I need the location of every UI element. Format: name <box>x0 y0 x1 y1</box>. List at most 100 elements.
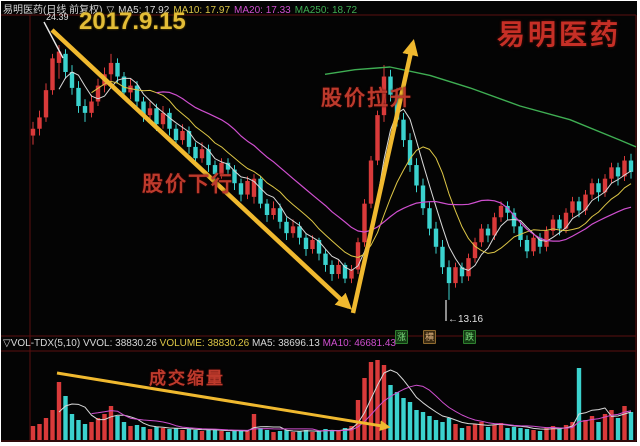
marker-badge-flat: 横 <box>423 330 436 344</box>
volume-bar <box>518 428 523 440</box>
volume-bar <box>583 420 588 440</box>
candle-body <box>160 112 166 125</box>
candle-body <box>225 162 231 170</box>
candle-body <box>368 160 374 204</box>
volume-bar <box>225 432 231 440</box>
volume-bar <box>180 430 185 440</box>
candle-body <box>251 178 257 197</box>
volume-bar <box>615 418 621 440</box>
candle-body <box>147 108 153 116</box>
vvol-value: VVOL: 38830.26 <box>82 338 157 349</box>
candle-body <box>108 62 114 75</box>
low-price-label: ←13.16 <box>448 314 484 325</box>
volume-bar <box>420 412 426 440</box>
volume-bar <box>271 432 276 440</box>
annotation-price-down: 股价下行 <box>142 173 234 196</box>
vol-ma5-value: MA5: 38696.13 <box>251 338 320 349</box>
candle-body <box>537 237 543 247</box>
volume-bar <box>199 431 205 440</box>
candle-body <box>329 264 335 275</box>
ma250-value: MA250: 18.72 <box>294 5 358 16</box>
candle-body <box>264 203 270 216</box>
candle-body <box>258 178 263 204</box>
candle-body <box>466 258 471 277</box>
volume-bar <box>37 424 42 440</box>
volume-bar <box>589 416 595 440</box>
candle-body <box>576 201 582 211</box>
candle-body <box>440 246 445 268</box>
volume-bar <box>440 422 445 440</box>
vol-ma10-value: MA10: 46681.43 <box>322 338 396 349</box>
candle-body <box>472 242 478 259</box>
volume-bar <box>368 362 374 440</box>
volume-bar <box>498 423 504 440</box>
candle-body <box>342 264 348 279</box>
candle-body <box>297 226 302 238</box>
candle-body <box>167 112 172 129</box>
volume-shrink-arrow <box>56 371 391 432</box>
volume-indicator-toggle[interactable]: ▽VOL-TDX(5,10) <box>3 338 81 349</box>
candle-body <box>609 167 614 179</box>
ma10-line <box>91 80 632 258</box>
volume-bar <box>375 360 380 440</box>
candle-body <box>43 90 49 118</box>
volume-bar <box>349 426 354 440</box>
volume-bar <box>609 410 614 440</box>
candle-body <box>407 140 413 166</box>
candle-body <box>154 108 159 125</box>
candle-body <box>30 128 36 136</box>
candle-body <box>212 165 218 175</box>
volume-bar <box>342 428 348 440</box>
volume-bar <box>63 396 68 440</box>
candle-body <box>219 162 224 175</box>
price-down-arrow <box>50 28 352 310</box>
candle-body <box>355 242 361 270</box>
candle-body <box>180 131 185 141</box>
volume-bar <box>141 427 146 440</box>
candle-body <box>596 183 601 193</box>
candle-body <box>375 115 380 161</box>
volume-bar <box>160 428 166 440</box>
volume-bar <box>95 418 101 440</box>
volume-bar <box>570 422 575 440</box>
candle-body <box>414 165 419 186</box>
volume-bar <box>479 422 484 440</box>
volume-bar <box>596 422 601 440</box>
peak-price-label: 24.39 <box>46 12 69 22</box>
candle-body <box>479 228 484 243</box>
candle-body <box>531 237 536 252</box>
candle-body <box>37 117 42 129</box>
volume-bar <box>531 430 536 440</box>
candle-body <box>303 237 309 250</box>
volume-bar <box>56 382 62 440</box>
volume-value: VOLUME: 38830.26 <box>159 338 250 349</box>
volume-bar <box>108 406 114 440</box>
peak-pointer-line <box>43 21 64 59</box>
candle-body <box>323 253 328 265</box>
volume-ma5-line <box>58 369 632 432</box>
candle-body <box>492 217 497 236</box>
volume-bar <box>134 425 140 440</box>
candle-body <box>524 239 530 252</box>
volume-bar <box>511 427 517 440</box>
volume-bar <box>446 418 452 440</box>
volume-bar <box>167 429 172 440</box>
volume-bar <box>537 431 543 440</box>
volume-bar <box>173 428 179 440</box>
volume-bar <box>219 431 224 440</box>
candle-body <box>557 219 562 229</box>
candle-body <box>459 267 465 277</box>
annotation-price-up: 股价拉升 <box>321 87 413 110</box>
candle-body <box>134 85 140 102</box>
main-indicator-toggle[interactable]: ▽ <box>106 5 115 16</box>
marker-badge-fall: 跌 <box>463 330 476 344</box>
volume-bar <box>459 428 465 440</box>
candle-body <box>141 101 146 116</box>
candle-body <box>245 180 250 195</box>
stock-name-watermark: 易明医药 <box>497 19 622 50</box>
volume-bar <box>505 428 510 440</box>
ma20-value: MA20: 17.33 <box>234 5 291 16</box>
candle-body <box>498 205 504 218</box>
candle-body <box>602 178 608 193</box>
